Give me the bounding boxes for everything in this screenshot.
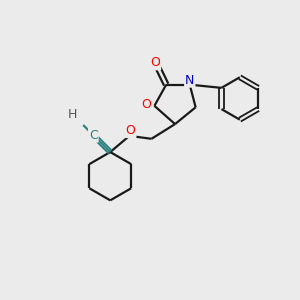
Text: O: O: [141, 98, 151, 111]
Text: H: H: [68, 108, 77, 121]
Text: O: O: [150, 56, 160, 69]
Text: O: O: [126, 124, 136, 137]
Text: N: N: [185, 74, 194, 87]
Text: C: C: [89, 129, 98, 142]
